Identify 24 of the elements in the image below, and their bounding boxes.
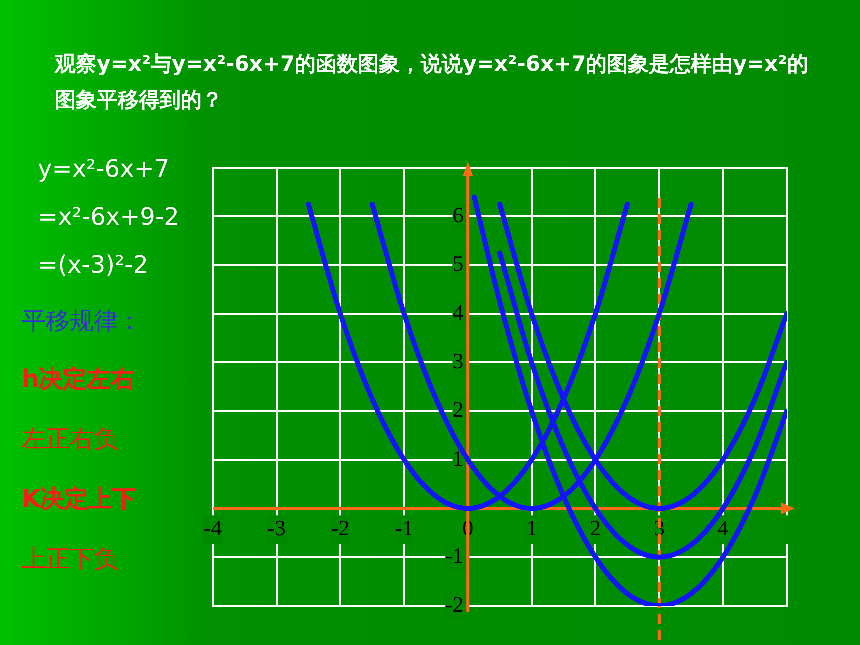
- y-tick-label: 4: [452, 300, 468, 325]
- text: =(x-3)²-2: [38, 251, 149, 279]
- text: 平移规律：: [22, 306, 142, 337]
- x-tick-label: 4: [718, 516, 729, 541]
- y-tick-label: 6: [452, 202, 468, 228]
- y-tick-label: 3: [452, 348, 468, 374]
- text: K决定上下: [22, 484, 137, 515]
- text: =x²-6x+9-2: [38, 203, 180, 231]
- y-tick-label: 1: [452, 446, 468, 471]
- text: 左正右负: [22, 424, 118, 455]
- text: y=x²-6x+7: [38, 155, 170, 183]
- x-tick-label: 1: [526, 516, 538, 541]
- chart-title: 观察y=x²与y=x²-6x+7的函数图象，说说y=x²-6x+7的图象是怎样由y=x²的图象平移得到的？: [55, 51, 810, 114]
- x-tick-label: -3: [268, 516, 286, 541]
- x-tick-label: -2: [331, 516, 350, 541]
- x-tick-label: 2: [590, 516, 602, 541]
- x-tick-label: -4: [204, 516, 222, 541]
- y-tick-label: 2: [452, 397, 468, 422]
- text: h决定左右: [22, 364, 136, 395]
- y-tick-label: -2: [445, 592, 468, 617]
- y-tick-label: 5: [452, 251, 468, 276]
- x-tick-label: -1: [395, 516, 414, 541]
- y-tick-label: -1: [445, 543, 468, 568]
- text: 上正下负: [22, 544, 118, 575]
